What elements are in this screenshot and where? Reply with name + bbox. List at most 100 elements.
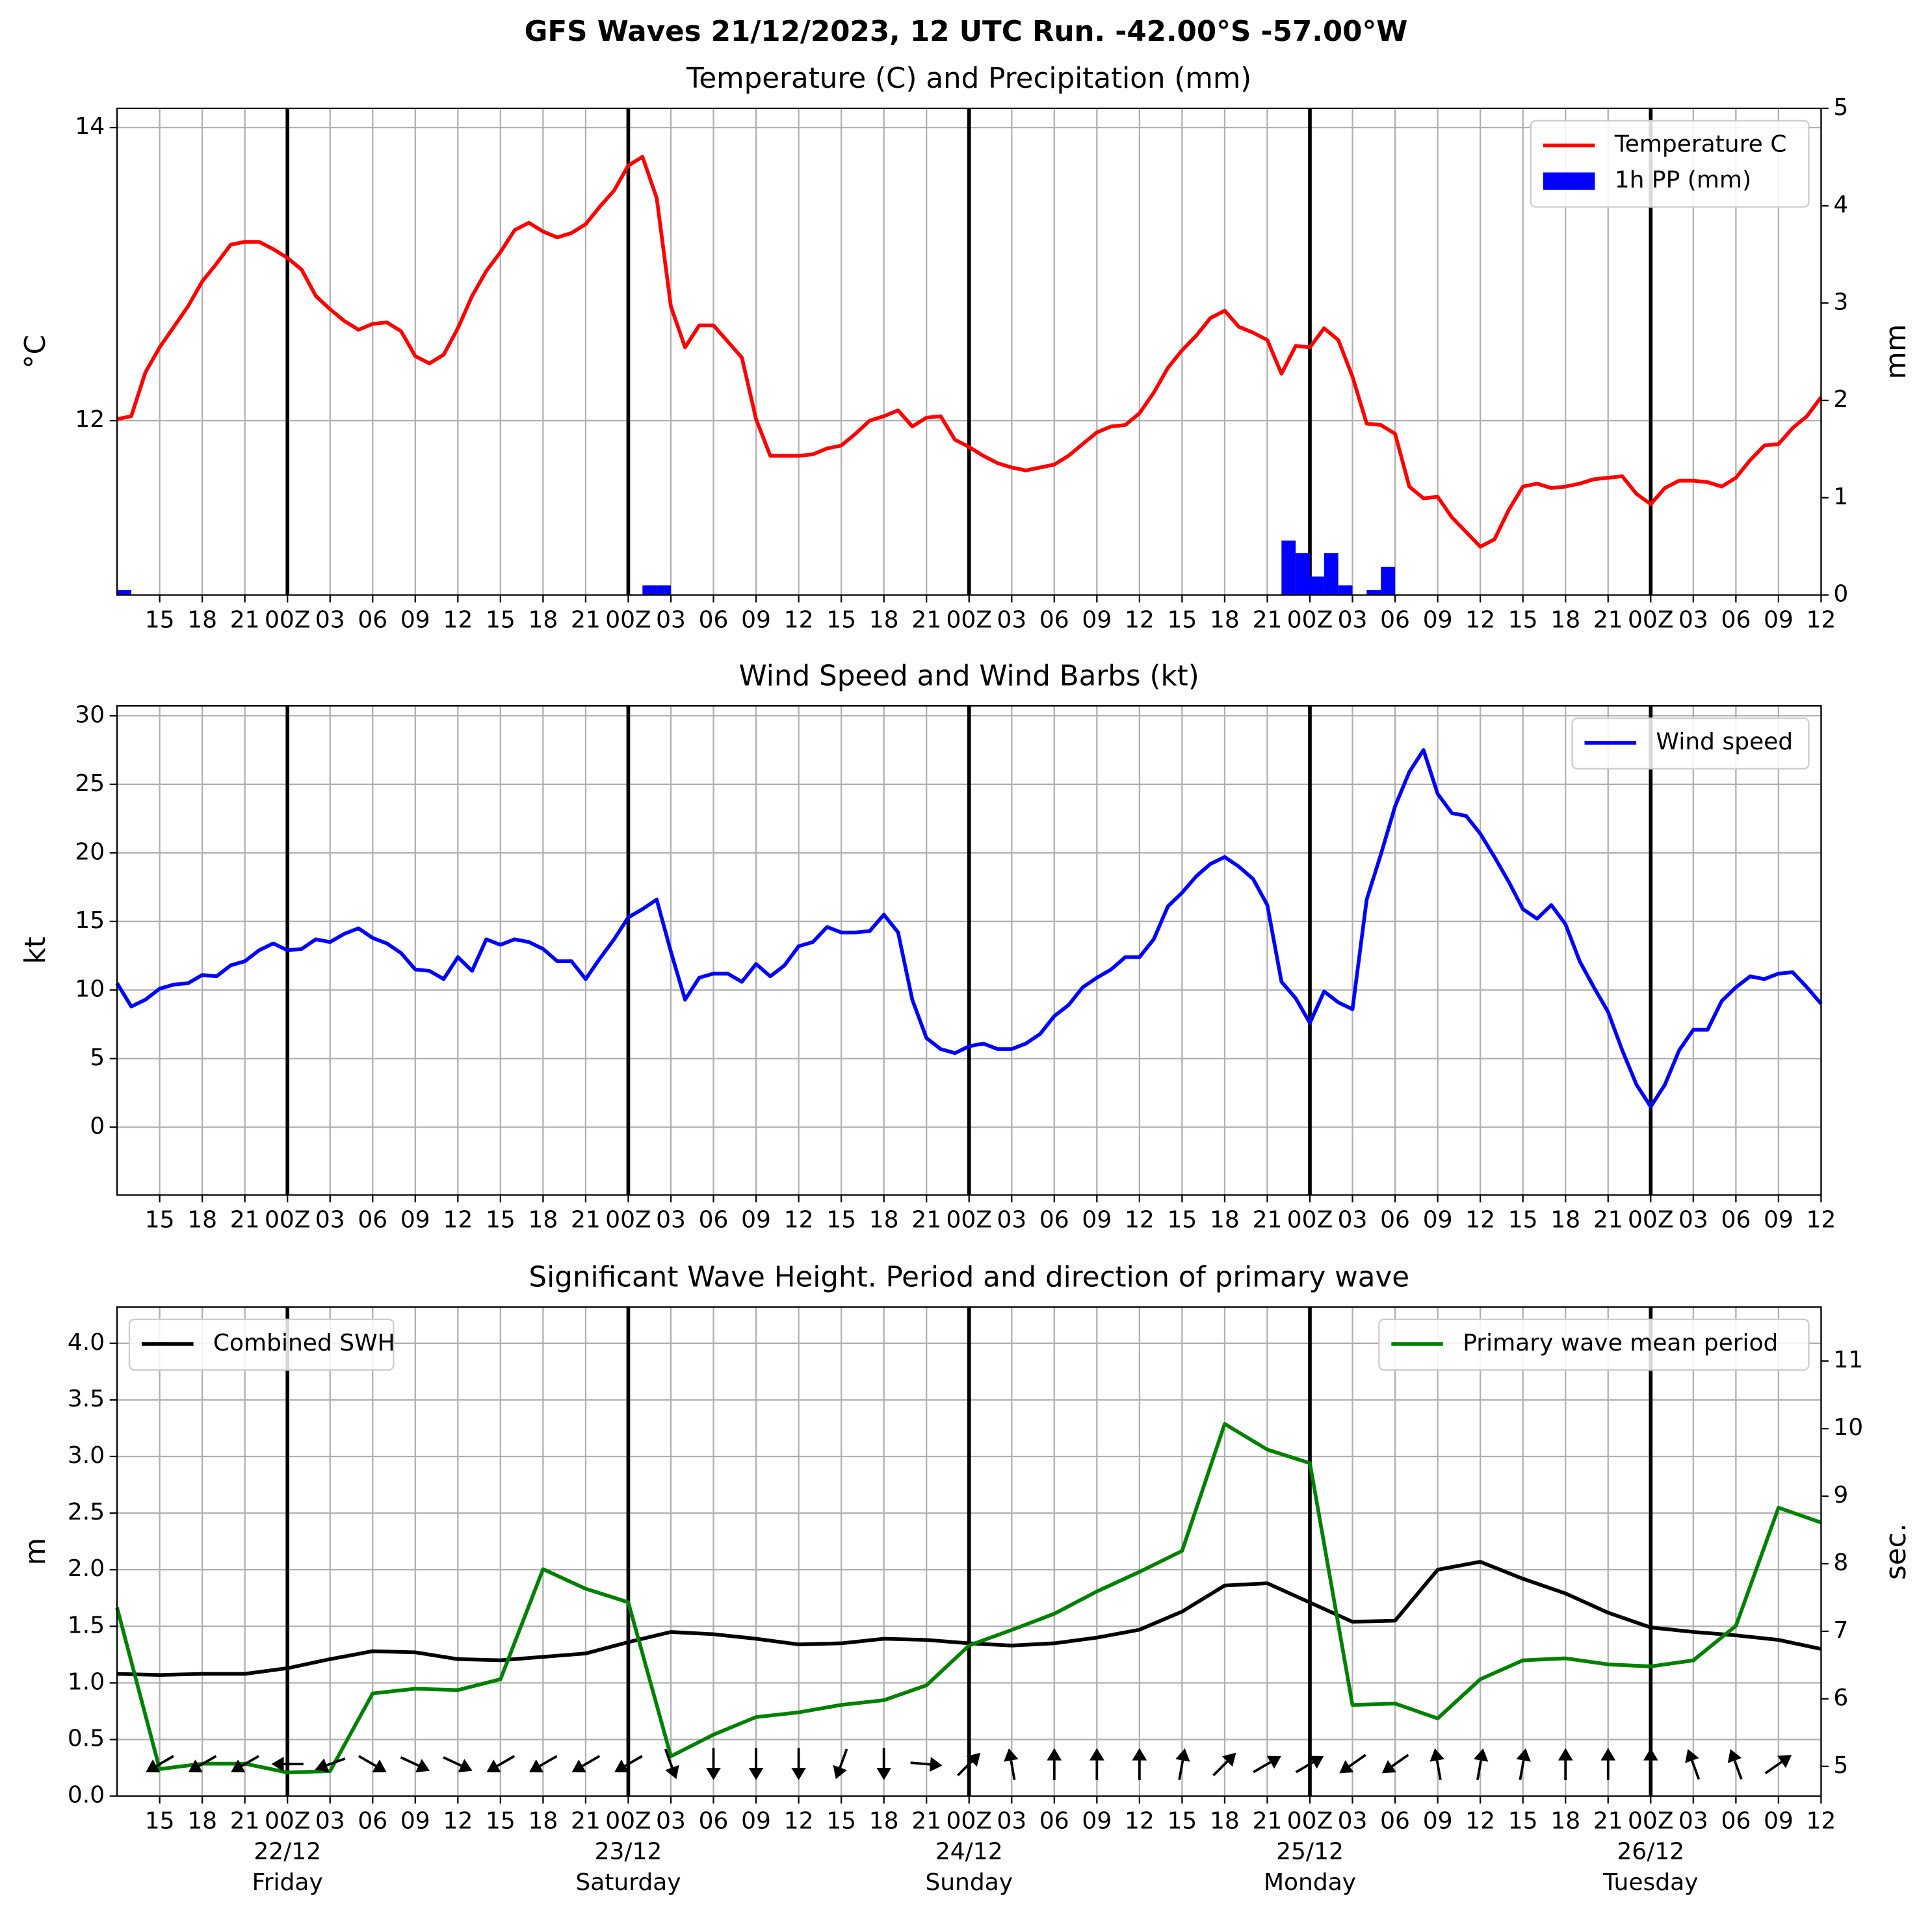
x-tick-label: 00Z (265, 1807, 310, 1834)
y-tick-label: 14 (75, 113, 105, 140)
wave-direction-arrow (1212, 1752, 1236, 1777)
x-tick-label: 21 (911, 1206, 941, 1233)
y2-tick-label: 3 (1833, 289, 1848, 315)
date-label: 24/12 (935, 1839, 1003, 1865)
x-tick-label: 09 (400, 606, 430, 633)
legend-box (1378, 1318, 1810, 1371)
x-tick-label: 00Z (1628, 606, 1673, 633)
x-tick-label: 18 (1550, 1807, 1580, 1834)
arrow-shaft (241, 1755, 259, 1767)
x-tick-label: 15 (826, 1206, 856, 1233)
x-tick-label: 09 (1082, 1206, 1112, 1233)
arrow-head (1047, 1748, 1062, 1761)
arrow-head (1685, 1749, 1699, 1763)
wave-direction-arrow (358, 1755, 387, 1772)
x-tick-label: 06 (1380, 1206, 1410, 1233)
wave-direction-arrow (271, 1756, 304, 1772)
x-tick-label: 21 (230, 1807, 260, 1834)
x-tick-label: 09 (741, 606, 771, 633)
arrow-head (929, 1757, 943, 1772)
x-tick-label: 06 (358, 1206, 387, 1233)
x-tick-label: 00Z (946, 1206, 991, 1233)
x-tick-label: 21 (1253, 1206, 1283, 1233)
y-axis-label: m (20, 1538, 52, 1565)
x-tick-label: 03 (1678, 1206, 1708, 1233)
axes-frame (116, 107, 1822, 596)
x-tick-label: 12 (1125, 1206, 1155, 1233)
x-tick-label: 15 (486, 606, 516, 633)
wave-direction-arrow (706, 1748, 721, 1780)
precip-bar (642, 585, 657, 595)
y2-tick-label: 11 (1833, 1347, 1863, 1373)
axes-frame (116, 1306, 1822, 1797)
arrow-head (1339, 1760, 1354, 1774)
arrow-shaft (624, 1755, 643, 1767)
wave-direction-arrow (231, 1755, 259, 1772)
legend-box (1571, 717, 1810, 770)
x-tick-label: 09 (741, 1807, 771, 1834)
precip-bar (657, 585, 672, 595)
arrow-shaft (1691, 1760, 1701, 1780)
y2-tick-label: 8 (1833, 1549, 1848, 1576)
wave-direction-arrow (146, 1755, 174, 1772)
precip-bar (1281, 540, 1296, 595)
x-tick-label: 03 (656, 1206, 686, 1233)
x-tick-label: 06 (1039, 1206, 1069, 1233)
precip-bar (117, 590, 131, 595)
x-tick-label: 21 (1593, 1206, 1623, 1233)
x-tick-label: 21 (230, 1206, 260, 1233)
x-tick-label: 15 (486, 1206, 516, 1233)
x-tick-label: 00Z (1628, 1807, 1673, 1834)
x-tick-label: 21 (911, 1807, 941, 1834)
arrow-shaft (443, 1756, 462, 1767)
x-tick-label: 15 (1168, 606, 1197, 633)
wave-direction-arrow (1764, 1755, 1792, 1774)
x-tick-label: 15 (1168, 1206, 1197, 1233)
x-tick-label: 06 (1380, 606, 1410, 633)
x-tick-label: 12 (443, 606, 473, 633)
arrow-head (146, 1759, 161, 1772)
y-tick-label: 30 (75, 701, 105, 728)
arrow-head (1600, 1748, 1616, 1761)
arrow-head (231, 1759, 246, 1772)
wave-direction-arrow (1132, 1748, 1147, 1780)
arrow-head (1516, 1748, 1531, 1762)
x-tick-label: 21 (230, 606, 260, 633)
y2-tick-label: 1 (1833, 484, 1848, 510)
x-tick-label: 21 (1593, 606, 1623, 633)
wave-direction-arrow (400, 1756, 430, 1772)
precip-bar (1310, 576, 1324, 595)
precip-bar (1366, 590, 1381, 595)
x-tick-label: 12 (1807, 1807, 1836, 1834)
x-tick-label: 21 (571, 1807, 601, 1834)
x-tick-label: 12 (1465, 606, 1495, 633)
x-tick-label: 15 (1168, 1807, 1197, 1834)
x-tick-label: 09 (1764, 1807, 1794, 1834)
x-tick-label: 12 (443, 1807, 473, 1834)
legend: Combined SWH (128, 1318, 395, 1371)
x-tick-label: 06 (358, 606, 387, 633)
weekday-label: Saturday (575, 1869, 681, 1896)
arrow-shaft (910, 1761, 931, 1766)
x-tick-label: 12 (1465, 1206, 1495, 1233)
x-tick-label: 18 (869, 1206, 899, 1233)
arrow-shaft (400, 1756, 419, 1767)
arrow-shaft (1212, 1760, 1229, 1777)
wave-direction-arrow (1685, 1749, 1701, 1780)
x-tick-label: 03 (1678, 1807, 1708, 1834)
arrow-shaft (198, 1755, 217, 1767)
precip-bar (1381, 567, 1396, 595)
wave-direction-arrow (1558, 1748, 1573, 1780)
y-tick-label: 4.0 (68, 1329, 105, 1356)
x-tick-label: 09 (1082, 1807, 1112, 1834)
x-tick-label: 21 (1253, 606, 1283, 633)
arrow-shaft (358, 1755, 377, 1767)
arrow-head (1132, 1748, 1147, 1761)
x-tick-label: 00Z (946, 606, 991, 633)
weekday-label: Monday (1264, 1869, 1356, 1896)
wave-direction-arrow (1381, 1754, 1409, 1774)
x-tick-label: 06 (699, 1206, 729, 1233)
x-tick-label: 00Z (605, 1807, 651, 1834)
x-tick-label: 00Z (946, 1807, 991, 1834)
